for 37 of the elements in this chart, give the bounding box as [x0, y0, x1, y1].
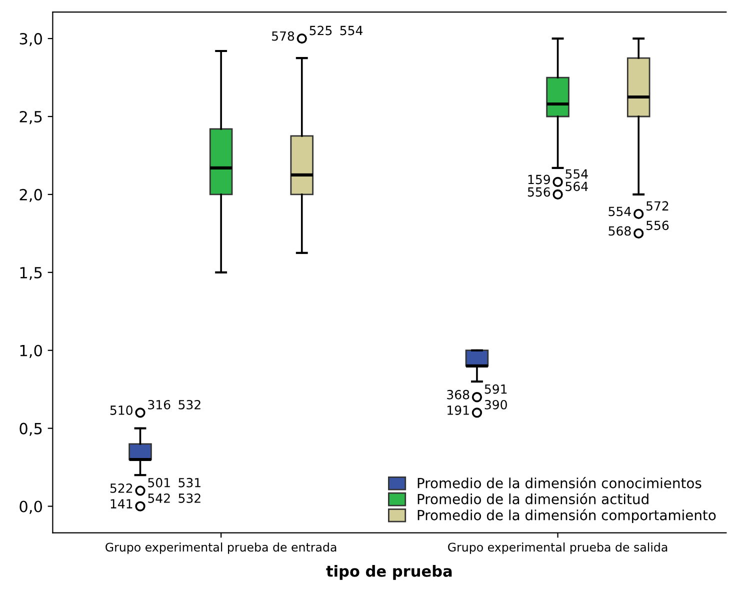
annotation: 572 — [646, 201, 668, 211]
legend-label: Promedio de la dimensión actitud — [418, 492, 648, 504]
annotation: 554 — [340, 26, 363, 36]
legend-label: Promedio de la dimensión comportamiento — [418, 509, 716, 524]
x-axis-title: tipo de prueba — [326, 565, 452, 580]
annotation: 532 — [178, 493, 200, 503]
annotation: 510 — [110, 406, 132, 415]
annotation: 542 — [148, 493, 170, 503]
x-tick-label: Grupo experimental prueba de salida — [448, 542, 668, 554]
y-tick-label: 2,5 — [20, 110, 42, 124]
annotation: 368 — [447, 390, 470, 400]
legend-label: Promedio de la dimensión conocimientos — [418, 477, 702, 488]
annotation: 501 — [148, 478, 170, 488]
annotation: 532 — [178, 400, 200, 410]
annotation: 525 — [310, 26, 332, 36]
y-tick-label: 1,0 — [20, 344, 42, 358]
annotation: 390 — [484, 400, 507, 410]
annotation: 564 — [566, 182, 588, 192]
y-tick-label: 3,0 — [20, 33, 42, 46]
y-tick-label: 0,0 — [20, 500, 42, 514]
annotation: 554 — [566, 169, 588, 179]
annotation: 141 — [110, 499, 132, 508]
y-tick-label: 2,0 — [20, 188, 42, 202]
annotation: 191 — [448, 406, 469, 415]
annotation: 591 — [484, 384, 507, 394]
annotation: 522 — [110, 483, 132, 493]
y-tick-label: 1,5 — [20, 267, 42, 280]
annotation: 556 — [646, 220, 669, 230]
annotation: 578 — [272, 31, 294, 41]
y-tick-label: 0,5 — [20, 422, 42, 436]
annotation: 568 — [608, 226, 631, 236]
annotation: 159 — [528, 174, 550, 184]
annotation: 316 — [148, 400, 170, 410]
x-tick-label: Grupo experimental prueba de entrada — [106, 542, 336, 554]
annotation: 556 — [528, 187, 550, 197]
annotation: 531 — [178, 478, 200, 488]
annotation: 554 — [608, 206, 631, 216]
